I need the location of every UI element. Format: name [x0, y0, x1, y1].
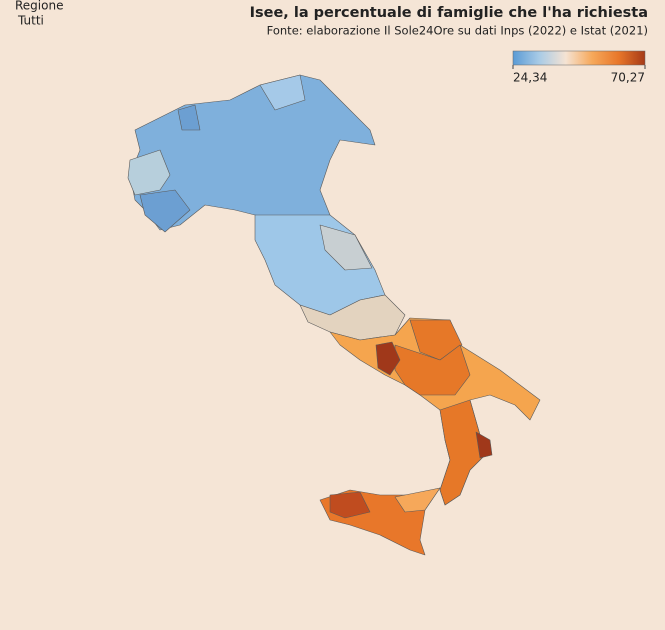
region[interactable]	[127, 149, 171, 196]
color-bar	[512, 50, 646, 66]
region[interactable]	[375, 341, 401, 376]
region[interactable]	[329, 491, 371, 519]
map	[127, 74, 541, 556]
title: Isee, la percentuale di famiglie che l'h…	[250, 5, 648, 21]
region[interactable]	[394, 487, 441, 513]
region[interactable]	[299, 294, 406, 341]
region[interactable]	[259, 74, 306, 111]
region[interactable]	[439, 399, 491, 506]
region[interactable]	[475, 431, 493, 459]
scale-max-label: 70,27	[611, 71, 645, 85]
region[interactable]	[177, 104, 201, 131]
subtitle: Fonte: elaborazione Il Sole24Ore su dati…	[267, 24, 648, 38]
filter-value[interactable]: Tutti	[17, 14, 44, 28]
region[interactable]	[139, 189, 191, 233]
filter-label: Regione	[15, 0, 63, 13]
scale-min-label: 24,34	[513, 71, 547, 85]
region[interactable]	[394, 344, 471, 396]
region[interactable]	[319, 224, 373, 271]
